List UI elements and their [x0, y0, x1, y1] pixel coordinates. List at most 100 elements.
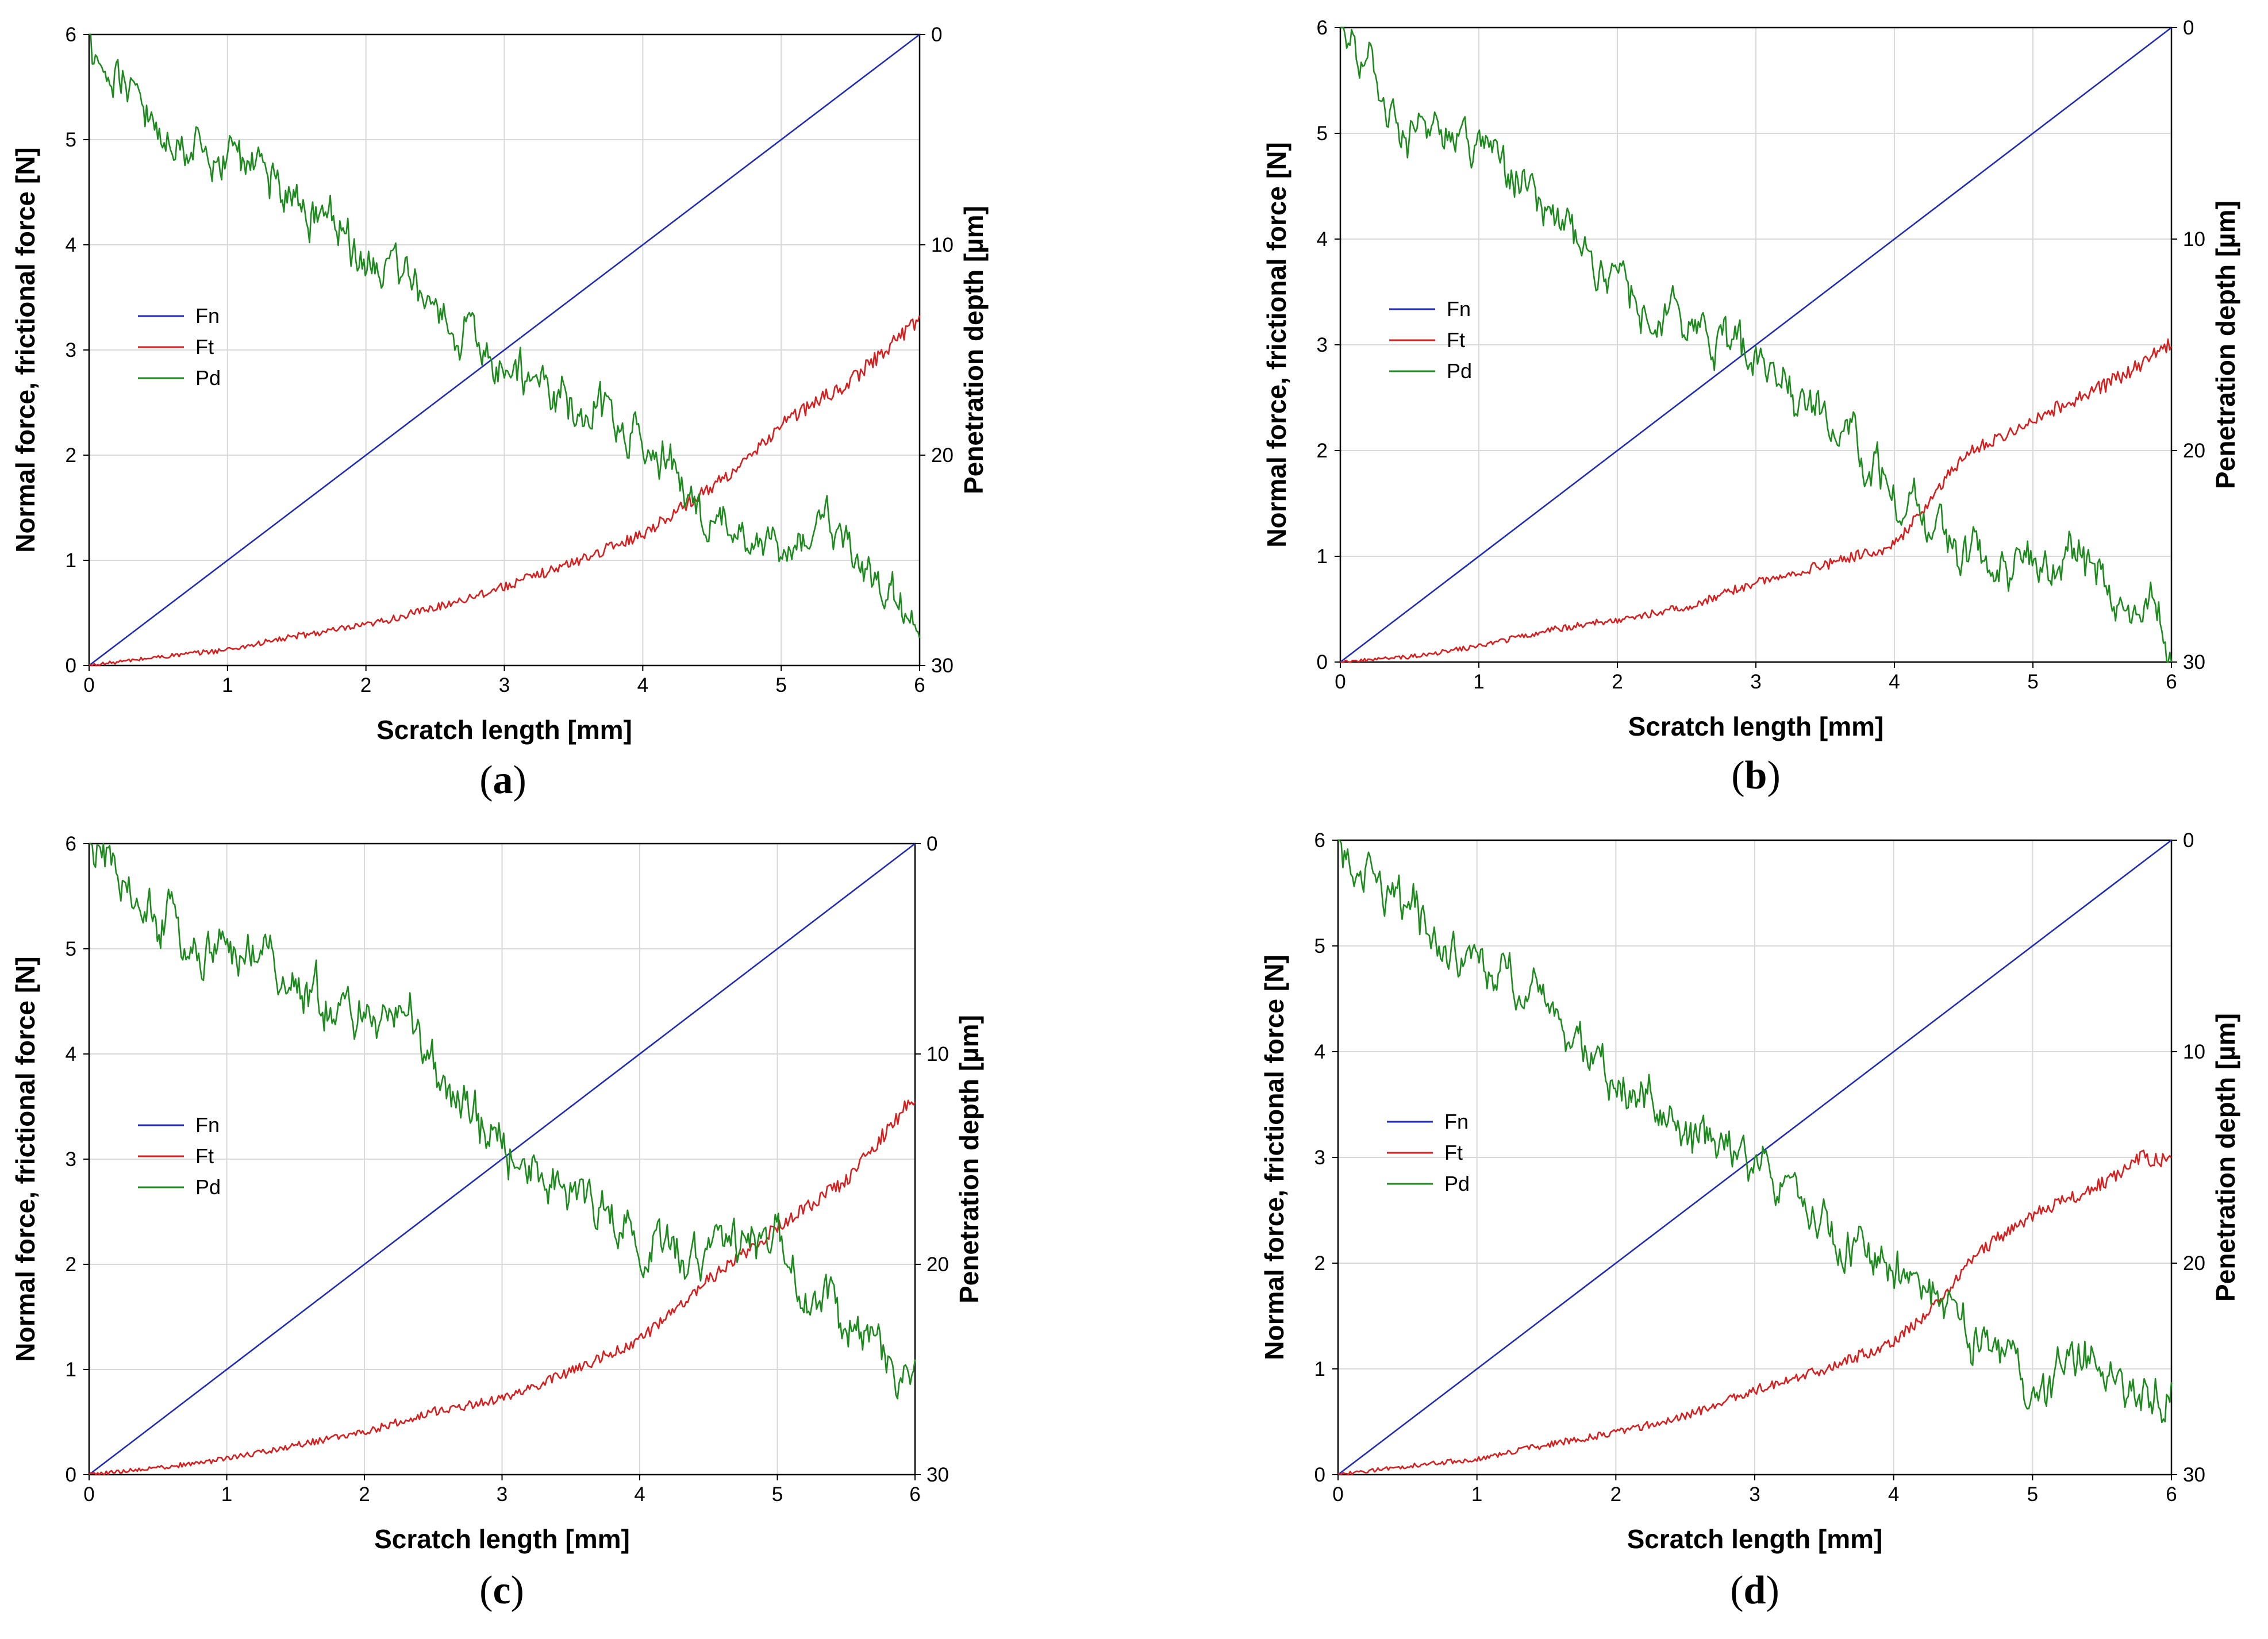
y-left-tick-label: 0: [1317, 651, 1328, 674]
x-axis-label: Scratch length [mm]: [1627, 1524, 1883, 1554]
x-tick-label: 2: [360, 674, 371, 697]
x-tick-label: 0: [1335, 671, 1346, 693]
panel-label: (b): [1731, 753, 1781, 798]
series-pd-line: [89, 33, 921, 638]
y-right-tick-label: 10: [931, 234, 954, 256]
series-fn-line: [89, 842, 916, 1476]
y-right-tick-label: 0: [2183, 17, 2194, 39]
y-left-tick-label: 5: [66, 938, 76, 960]
y-left-tick-label: 5: [66, 129, 76, 151]
x-tick-label: 3: [499, 674, 510, 697]
y-left-tick-label: 3: [66, 1148, 76, 1171]
y-left-tick-label: 3: [66, 339, 76, 361]
chart-panel-b: 0 1 2 3 4 5 6 0 1 2 3 4 5 6 0 10 20 30 Scratch length [mm]…: [1262, 17, 2240, 798]
legend-label-ft: Ft: [1447, 328, 1465, 352]
legend-label-fn: Fn: [195, 304, 220, 328]
y-right-tick-label: 20: [931, 444, 954, 467]
legend-label-ft: Ft: [195, 335, 214, 359]
y-right-tick-label: 0: [931, 24, 942, 46]
y-left-tick-label: 1: [66, 1359, 76, 1381]
series-fn-line: [1340, 26, 2172, 663]
y-right-tick-label: 20: [927, 1253, 949, 1276]
legend-label-ft: Ft: [1444, 1141, 1463, 1164]
x-tick-label: 0: [83, 1483, 94, 1506]
y-left-tick-label: 6: [1317, 17, 1328, 39]
y-left-axis-label: Normal force, frictional force [N]: [10, 147, 40, 552]
panel-label: (c): [479, 1568, 524, 1613]
x-tick-label: 0: [83, 674, 94, 697]
y-left-tick-label: 0: [66, 655, 76, 677]
y-left-tick-label: 4: [66, 1043, 76, 1065]
panel-letter: b: [1745, 753, 1767, 798]
y-left-axis-label: Normal force, frictional force [N]: [10, 956, 40, 1361]
panel-letter: c: [493, 1568, 510, 1613]
chart-panel-a: 0 1 2 3 4 5 6 0 1 2 3 4 5 6 0 10 20 30 Scratch length [mm]…: [10, 24, 989, 802]
y-left-tick-label: 4: [1314, 1041, 1325, 1063]
y-right-tick-label: 10: [2183, 1041, 2205, 1063]
series-ft-line: [1340, 338, 2173, 663]
x-tick-label: 4: [634, 1483, 645, 1506]
y-right-tick-label: 10: [927, 1043, 949, 1065]
legend-label-fn: Fn: [1447, 297, 1471, 321]
y-left-tick-label: 2: [1317, 440, 1328, 462]
y-left-tick-label: 3: [1314, 1146, 1325, 1169]
y-left-tick-label: 2: [66, 444, 76, 467]
y-left-tick-label: 0: [66, 1464, 76, 1486]
y-right-tick-label: 20: [2183, 440, 2205, 462]
series-pd-line: [89, 842, 916, 1400]
y-left-tick-label: 4: [1317, 228, 1328, 251]
y-left-tick-label: 2: [1314, 1252, 1325, 1275]
x-tick-label: 4: [1889, 671, 1900, 693]
panel-label: (a): [479, 758, 526, 802]
y-left-tick-label: 5: [1317, 122, 1328, 145]
legend-label-pd: Pd: [1447, 359, 1472, 383]
series-ft-line: [89, 1099, 916, 1476]
y-right-tick-label: 30: [2183, 651, 2205, 674]
x-tick-label: 6: [914, 674, 925, 697]
legend-label-fn: Fn: [1444, 1110, 1469, 1133]
y-right-tick-label: 10: [2183, 228, 2205, 251]
x-tick-label: 6: [909, 1483, 920, 1506]
series-ft-line: [89, 315, 921, 667]
y-left-tick-label: 3: [1317, 334, 1328, 356]
x-tick-label: 1: [221, 1483, 232, 1506]
chart-panel-d: 0 1 2 3 4 5 6 0 1 2 3 4 5 6 0 10 20 30 Scratch length [mm]…: [1259, 829, 2240, 1613]
x-tick-label: 5: [2027, 671, 2038, 693]
legend-label-pd: Pd: [195, 366, 221, 390]
y-left-tick-label: 6: [1314, 829, 1325, 852]
panel-letter: a: [493, 758, 513, 802]
x-tick-label: 2: [1612, 671, 1623, 693]
legend-label-pd: Pd: [1444, 1172, 1470, 1195]
chart-panel-c: 0 1 2 3 4 5 6 0 1 2 3 4 5 6 0 10 20 30 Scratch length [mm]…: [10, 833, 984, 1613]
x-axis-label: Scratch length [mm]: [1628, 711, 1884, 741]
x-tick-label: 2: [359, 1483, 370, 1506]
x-axis-label: Scratch length [mm]: [376, 715, 632, 745]
x-tick-label: 1: [222, 674, 233, 697]
x-tick-label: 3: [1750, 671, 1761, 693]
x-tick-label: 4: [1888, 1483, 1899, 1506]
legend-label-fn: Fn: [195, 1113, 220, 1137]
x-tick-label: 3: [1749, 1483, 1760, 1506]
x-tick-label: 4: [637, 674, 648, 697]
y-left-tick-label: 2: [66, 1253, 76, 1276]
x-tick-label: 3: [497, 1483, 508, 1506]
y-left-tick-label: 5: [1314, 935, 1325, 957]
y-left-tick-label: 1: [1317, 545, 1328, 568]
y-right-tick-label: 20: [2183, 1252, 2205, 1275]
y-left-axis-label: Normal force, frictional force [N]: [1262, 142, 1291, 547]
y-right-tick-label: 0: [927, 833, 937, 855]
y-left-tick-label: 6: [66, 833, 76, 855]
y-left-tick-label: 0: [1314, 1464, 1325, 1486]
x-tick-label: 0: [1332, 1483, 1343, 1506]
y-right-tick-label: 30: [931, 655, 954, 677]
y-right-tick-label: 0: [2183, 829, 2194, 852]
y-left-tick-label: 6: [66, 24, 76, 46]
x-axis-label: Scratch length [mm]: [374, 1524, 630, 1554]
series-ft-line: [1337, 1149, 2172, 1476]
y-left-tick-label: 1: [1314, 1358, 1325, 1380]
x-tick-label: 6: [2166, 671, 2177, 693]
x-tick-label: 5: [772, 1483, 783, 1506]
x-tick-label: 2: [1610, 1483, 1621, 1506]
panel-letter: d: [1744, 1568, 1766, 1613]
